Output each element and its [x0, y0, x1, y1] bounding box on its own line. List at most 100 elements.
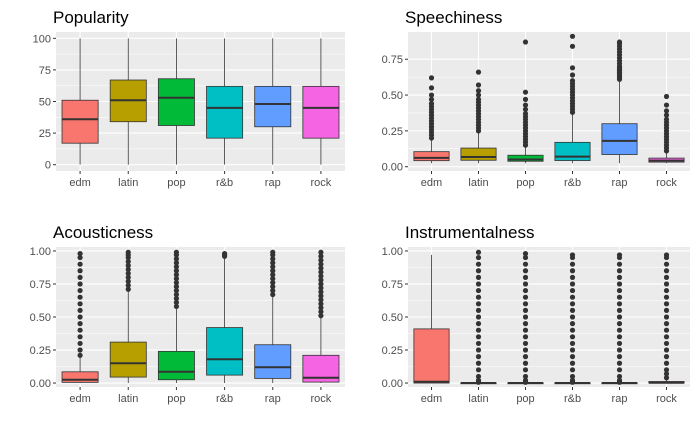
- panel-title-instrumentalness: Instrumentalness: [405, 223, 534, 242]
- y-tick-label: 0.25: [30, 345, 51, 357]
- outlier-point: [522, 360, 529, 366]
- panel-instrumentalness: Instrumentalness 0.00 0.25 0.50 0.75 1.00 edm…: [382, 223, 690, 405]
- x-tick-label-rb: r&b: [564, 177, 581, 189]
- outlier-point: [173, 272, 180, 278]
- panel-acousticness: Acousticness 0.00 0.25 0.50 0.75 1.00 edm lati…: [30, 223, 345, 405]
- outlier-point: [616, 334, 623, 340]
- outlier-point: [77, 287, 83, 294]
- y-tick-label: 0.25: [382, 126, 403, 138]
- outlier-point: [569, 43, 576, 49]
- outlier-point: [270, 268, 276, 274]
- y-tick-label: 0.25: [382, 345, 403, 357]
- outlier-point: [77, 254, 83, 261]
- outlier-point: [522, 340, 529, 347]
- outlier-point: [522, 307, 529, 313]
- outlier-point: [173, 264, 180, 270]
- outlier-point: [663, 347, 670, 353]
- x-tick-label-rap: rap: [612, 177, 628, 189]
- outlier-point: [318, 265, 324, 271]
- outlier-point: [616, 281, 623, 287]
- outlier-point: [475, 377, 482, 383]
- outlier-point: [475, 96, 482, 102]
- outlier-point: [663, 274, 670, 280]
- outlier-point: [475, 261, 482, 267]
- outlier-point: [77, 307, 83, 313]
- outlier-point: [616, 314, 623, 320]
- x-tick-label-latin: latin: [118, 177, 138, 189]
- outlier-point: [428, 92, 435, 98]
- outlier-point: [663, 314, 670, 320]
- outlier-point: [569, 72, 576, 78]
- outlier-point: [616, 347, 623, 353]
- x-tick-label-latin: latin: [468, 177, 488, 189]
- panel-popularity: Popularity 0 25 50 75 100 edm latin pop r&b rap ro…: [33, 8, 345, 189]
- outlier-point: [270, 264, 276, 270]
- outlier-point: [569, 294, 576, 300]
- x-tick-label-rap: rap: [612, 393, 628, 405]
- outlier-point: [569, 301, 576, 307]
- outlier-point: [173, 284, 180, 290]
- outlier-point: [270, 249, 276, 255]
- outlier-point: [173, 280, 180, 286]
- y-tick-label: 1.00: [382, 246, 403, 258]
- outlier-point: [569, 33, 576, 39]
- outlier-point: [616, 39, 623, 45]
- outlier-point: [125, 270, 131, 277]
- outlier-point: [173, 249, 180, 255]
- y-tick-label: 0.75: [382, 54, 403, 66]
- outlier-point: [475, 301, 482, 307]
- x-tick-label-rock: rock: [311, 393, 332, 405]
- outlier-point: [428, 101, 435, 107]
- outlier-point: [221, 251, 228, 257]
- outlier-point: [522, 367, 529, 373]
- outlier-point: [475, 69, 482, 75]
- outlier-point: [475, 360, 482, 366]
- outlier-point: [125, 286, 131, 292]
- outlier-point: [569, 377, 576, 383]
- outlier-point: [569, 268, 576, 274]
- outlier-point: [522, 274, 529, 280]
- outlier-point: [522, 314, 529, 320]
- outlier-point: [270, 284, 276, 290]
- x-tick-label-latin: latin: [468, 393, 488, 405]
- box-rap: [254, 85, 292, 128]
- outlier-point: [475, 92, 482, 98]
- outlier-point: [475, 347, 482, 353]
- outlier-point: [616, 287, 623, 294]
- outlier-point: [318, 277, 324, 283]
- outlier-point: [616, 307, 623, 313]
- outlier-point: [77, 294, 83, 300]
- outlier-point: [616, 340, 623, 347]
- outlier-point: [270, 256, 276, 262]
- outlier-point: [270, 287, 276, 294]
- outlier-point: [318, 253, 324, 259]
- y-tick-label: 75: [39, 65, 51, 77]
- y-tick-label: 0.50: [382, 90, 403, 102]
- outlier-point: [663, 307, 670, 313]
- outlier-point: [318, 305, 324, 311]
- outlier-point: [475, 314, 482, 320]
- panel-title-acousticness: Acousticness: [53, 223, 153, 242]
- x-tick-label-edm: edm: [69, 177, 90, 189]
- box-pop: [507, 154, 544, 162]
- outlier-point: [616, 367, 623, 373]
- y-tick-label: 50: [39, 97, 51, 109]
- outlier-point: [173, 260, 180, 266]
- outlier-point: [318, 285, 324, 291]
- outlier-point: [77, 352, 83, 358]
- outlier-point: [522, 89, 529, 95]
- x-tick-label-rb: r&b: [216, 177, 233, 189]
- x-tick-label-rock: rock: [656, 177, 677, 189]
- outlier-point: [173, 299, 180, 306]
- outlier-point: [616, 261, 623, 267]
- box-rb: [554, 141, 591, 161]
- x-tick-label-latin: latin: [118, 393, 138, 405]
- panel-title-speechiness: Speechiness: [405, 8, 502, 27]
- y-tick-label: 25: [39, 128, 51, 140]
- outlier-point: [569, 65, 576, 71]
- x-tick-label-pop: pop: [516, 393, 534, 405]
- x-tick-label-rock: rock: [656, 393, 677, 405]
- x-tick-label-edm: edm: [421, 177, 442, 189]
- outlier-point: [125, 274, 131, 280]
